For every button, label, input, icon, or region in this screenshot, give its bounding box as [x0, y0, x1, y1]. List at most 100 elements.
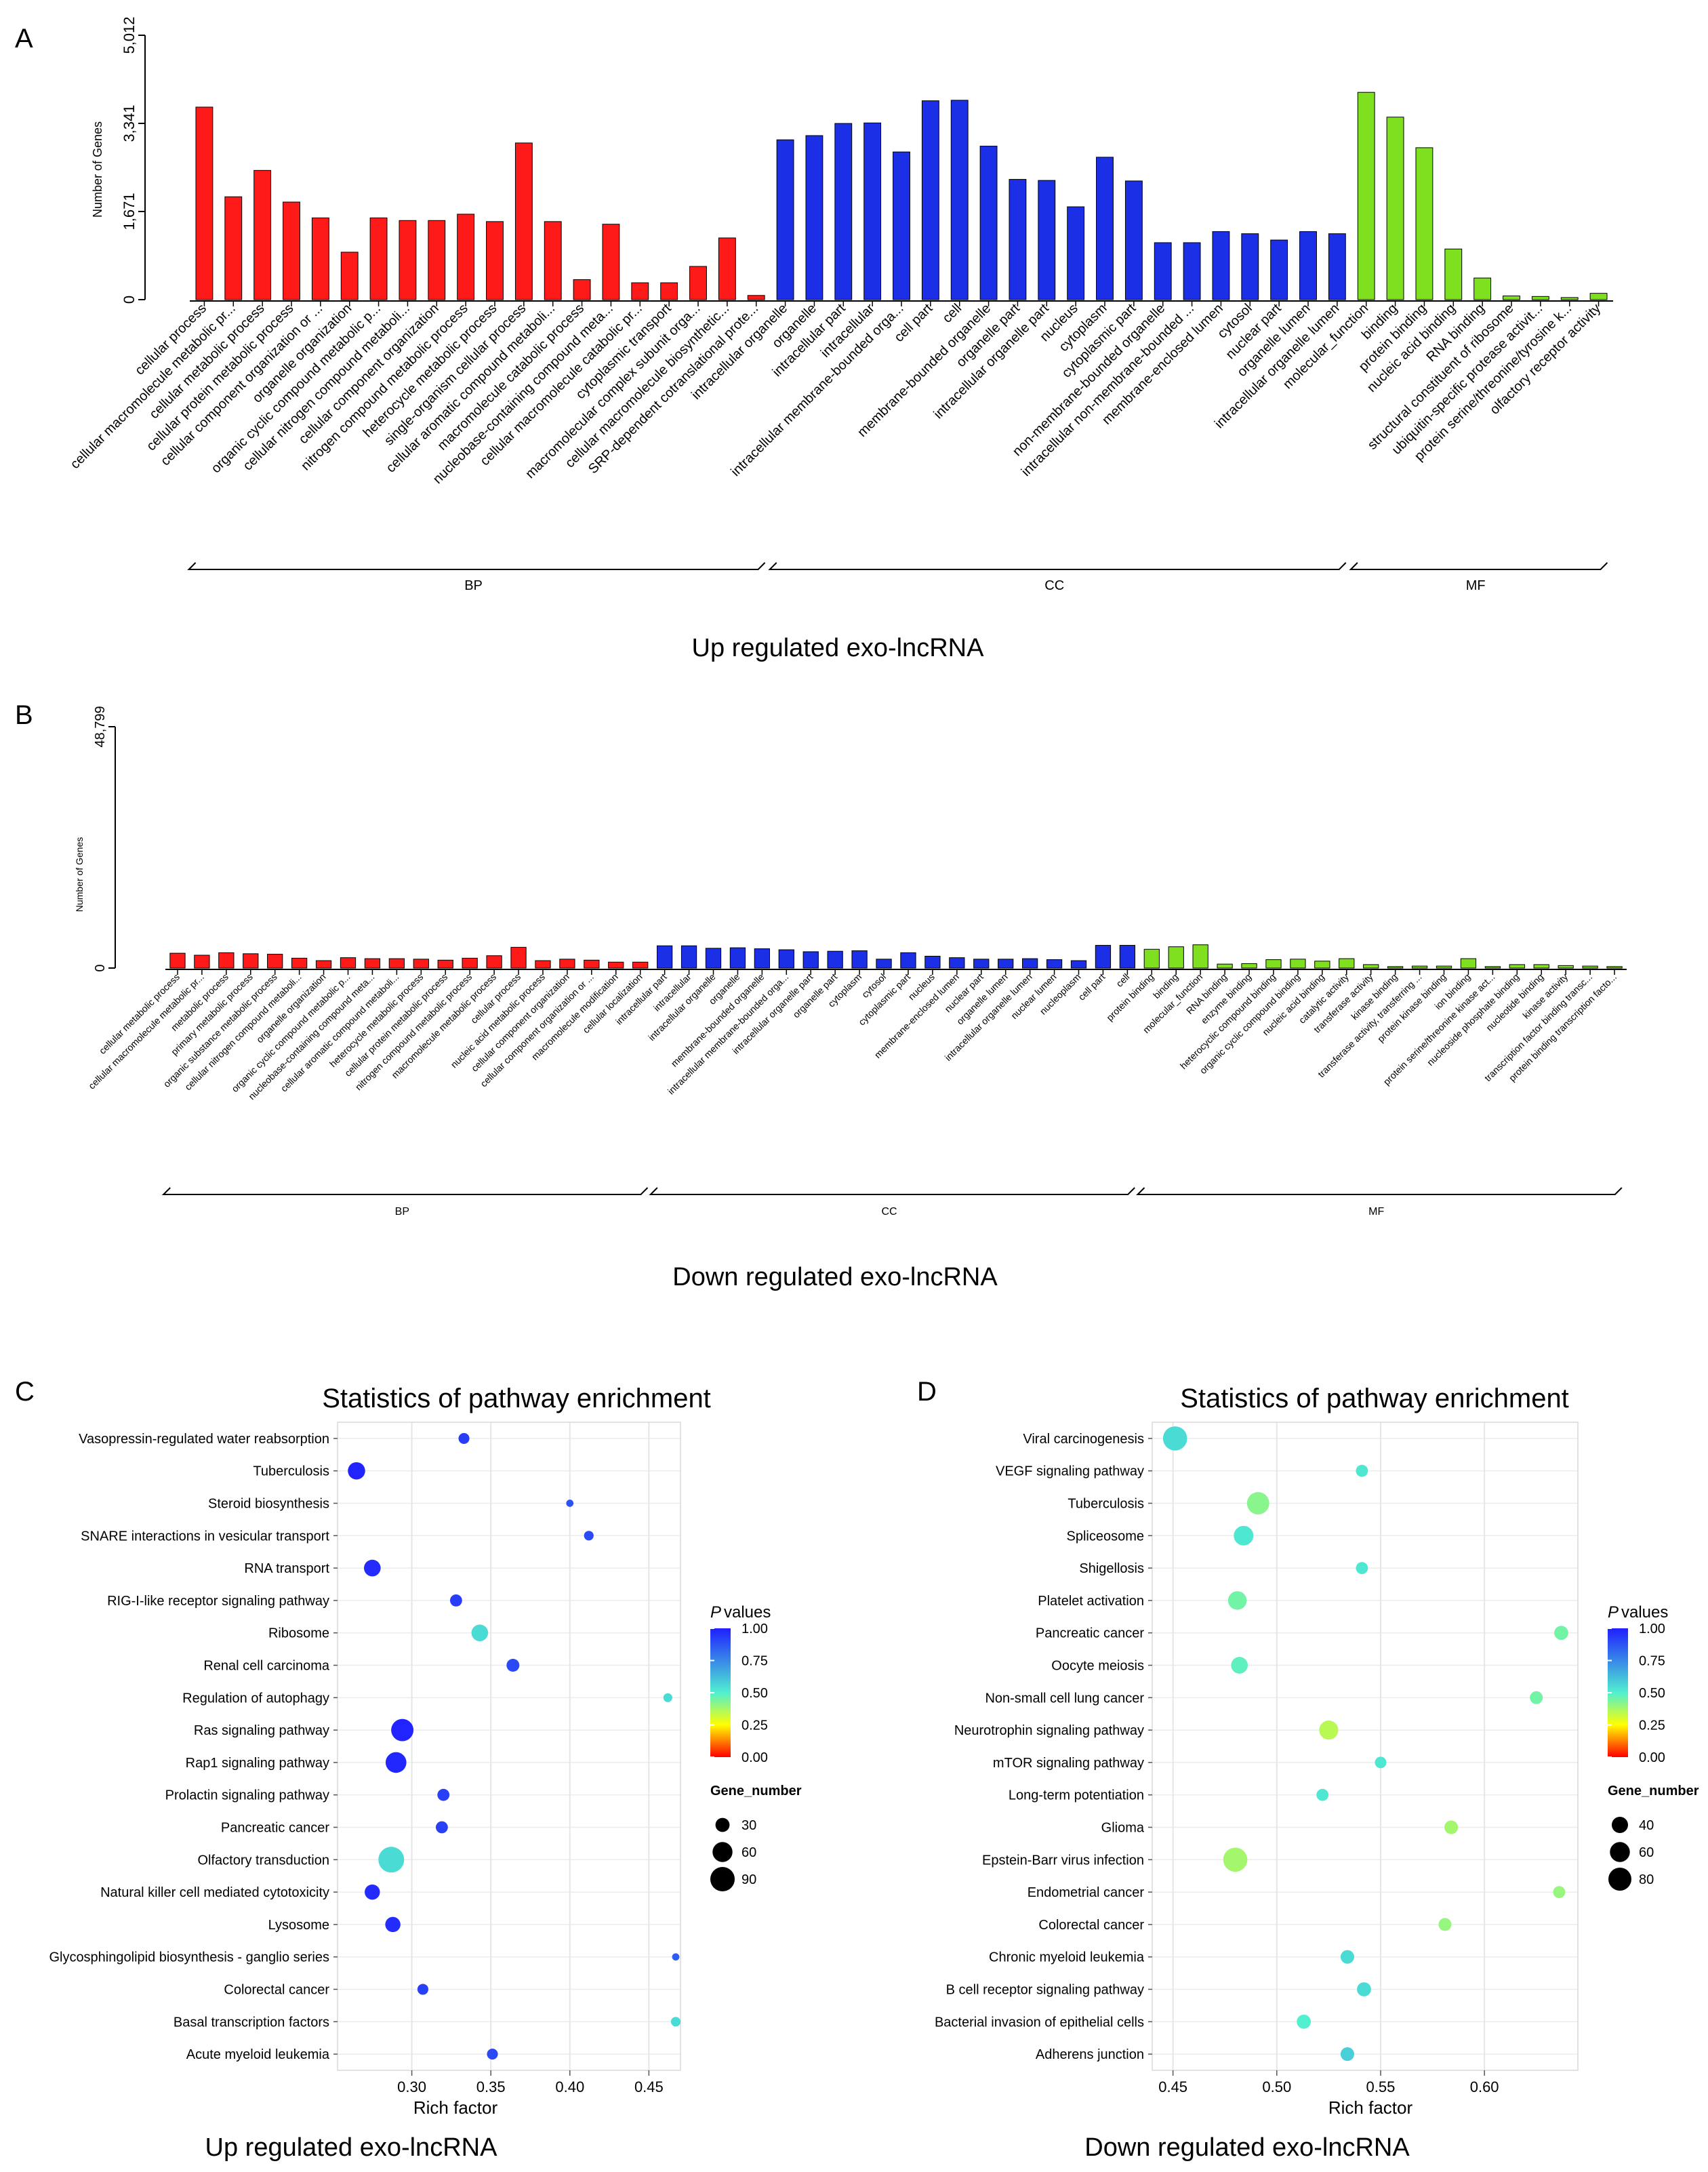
bar [224, 196, 243, 300]
x-axis-label: Rich factor [413, 2097, 498, 2118]
plot-panel [1152, 1422, 1579, 2071]
panel-label-c: C [15, 1377, 35, 1407]
pathway-label: Epstein-Barr virus infection [982, 1853, 1144, 1868]
bar [291, 957, 308, 969]
pathway-label: Regulation of autophagy [182, 1691, 329, 1706]
data-point [363, 1559, 381, 1577]
bar [1314, 961, 1330, 969]
bar [194, 954, 210, 969]
group-label: BP [464, 578, 483, 593]
bar [729, 947, 746, 969]
bar [689, 266, 707, 300]
bar [1509, 964, 1525, 969]
bar [1290, 959, 1306, 969]
colorbar-tick-label: 0.00 [741, 1750, 768, 1765]
bar [413, 959, 429, 969]
colorbar-tick-label: 0.50 [741, 1686, 768, 1701]
data-point [417, 1984, 428, 1995]
size-legend-label: 30 [741, 1818, 756, 1833]
bar [876, 959, 892, 969]
pathway-label: Bacterial invasion of epithelial cells [935, 2015, 1144, 2030]
x-tick-label: 0.55 [1366, 2078, 1396, 2095]
bar [428, 220, 446, 300]
bar [602, 224, 620, 300]
size-legend-dot [1610, 1842, 1630, 1862]
bar [1444, 248, 1463, 300]
bar [195, 106, 214, 300]
y-axis-label: Number of Genes [91, 121, 104, 218]
pathway-label: RIG-I-like receptor signaling pathway [107, 1594, 329, 1609]
bar [388, 958, 405, 969]
legend-title-values: values [1621, 1603, 1668, 1622]
pathway-label: Rap1 signaling pathway [186, 1756, 329, 1771]
data-point [1444, 1820, 1459, 1834]
bar [1328, 233, 1346, 300]
group-bracket [1349, 562, 1608, 570]
pathway-label: RNA transport [244, 1561, 329, 1576]
bar [514, 142, 533, 300]
pathway-label: SNARE interactions in vesicular transpor… [81, 1529, 329, 1544]
bar [973, 959, 990, 969]
legend-title-size: Gene_number [710, 1784, 802, 1798]
chart-d-pathway-down: Statistics of pathway enrichment Viral ca… [935, 1384, 1699, 2118]
bar [778, 949, 794, 969]
bar [1021, 958, 1038, 969]
bar [834, 123, 853, 300]
pathway-label: Acute myeloid leukemia [186, 2047, 330, 2062]
data-point [1246, 1492, 1269, 1514]
bar [399, 220, 417, 300]
x-tick-label: 0.45 [1158, 2078, 1187, 2095]
bar [802, 951, 819, 969]
chart-title: Statistics of pathway enrichment [1180, 1384, 1569, 1413]
bar [1606, 966, 1623, 969]
bar [1095, 944, 1112, 969]
group-bracket [187, 562, 766, 570]
data-point [506, 1659, 520, 1672]
bar [998, 959, 1014, 969]
pathway-label: VEGF signaling pathway [996, 1464, 1144, 1479]
data-point [458, 1432, 470, 1444]
bar [1299, 231, 1317, 300]
category-label: cellular metabolic process [146, 301, 267, 422]
bar [1560, 297, 1579, 300]
bar [510, 946, 527, 969]
bar [169, 952, 186, 969]
bar [1212, 231, 1230, 300]
bar [1589, 293, 1608, 300]
data-point [1554, 1626, 1568, 1641]
bar [805, 135, 824, 300]
bar [608, 961, 624, 969]
bar [243, 953, 259, 969]
bar [827, 950, 843, 969]
legend-title-size: Gene_number [1608, 1784, 1699, 1798]
bar [1411, 965, 1428, 969]
pathway-label: Olfactory transduction [197, 1853, 329, 1868]
chart-c-pathway-up: Statistics of pathway enrichment Vasopres… [49, 1384, 801, 2118]
bar [1582, 965, 1598, 969]
bar [486, 955, 502, 969]
data-point [1375, 1756, 1387, 1769]
bar [1436, 965, 1452, 969]
group-bracket [649, 1187, 1135, 1195]
group-label: MF [1368, 1206, 1384, 1218]
bar [340, 252, 359, 300]
data-point [584, 1531, 594, 1541]
y-tick-label: 3,341 [121, 104, 138, 142]
group-bracket [768, 562, 1347, 570]
colorbar-tick-label: 0.75 [1639, 1654, 1665, 1669]
bar [924, 955, 941, 969]
x-tick-label: 0.50 [1262, 2078, 1291, 2095]
bar [1387, 966, 1404, 969]
bar [1473, 277, 1492, 300]
y-tick-label: 1,671 [121, 193, 138, 230]
bar [1168, 946, 1184, 969]
bar [1503, 296, 1520, 300]
bar [660, 282, 678, 300]
pathway-label: Long-term potentiation [1009, 1788, 1144, 1803]
size-legend-label: 40 [1639, 1818, 1654, 1833]
pathway-label: Steroid biosynthesis [208, 1497, 329, 1512]
y-axis-label: Number of Genes [74, 837, 85, 912]
pathway-label: Oocyte meiosis [1051, 1659, 1144, 1674]
data-point [1340, 2047, 1355, 2062]
